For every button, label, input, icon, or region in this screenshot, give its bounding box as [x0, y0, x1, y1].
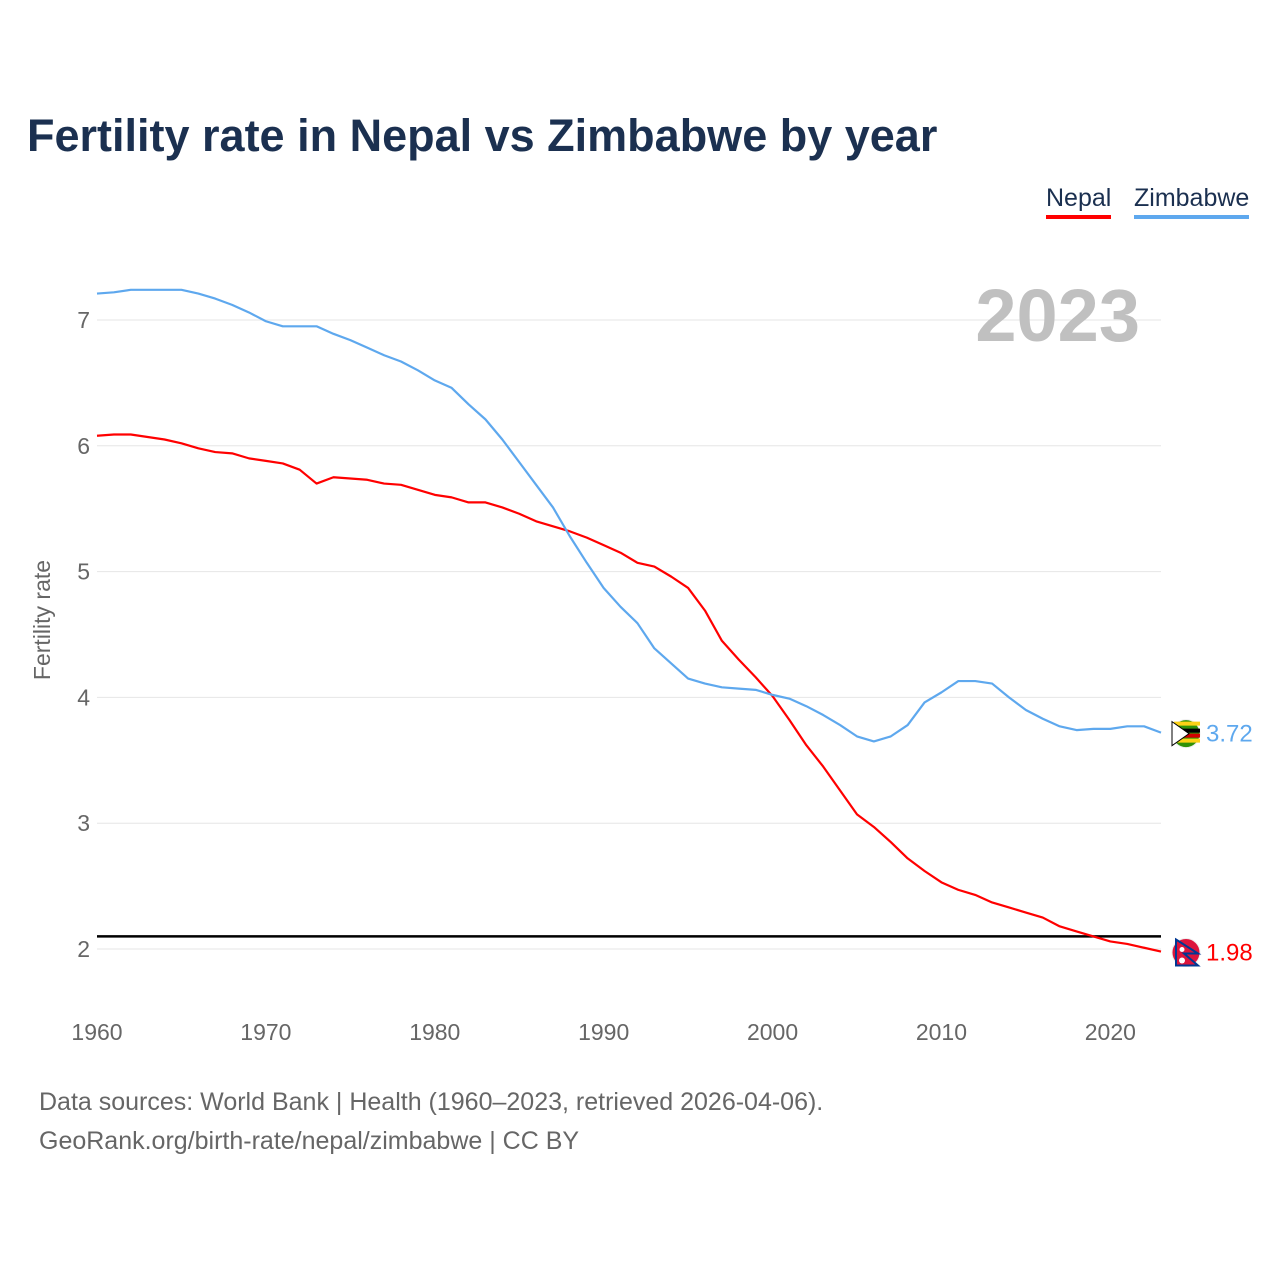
year-label: 2023 [975, 274, 1140, 357]
flag-stripe [1174, 738, 1200, 743]
footer-sources: Data sources: World Bank | Health (1960–… [39, 1088, 824, 1116]
y-tick-label: 5 [77, 559, 90, 585]
flag-triangle [1171, 720, 1190, 747]
chart-title: Fertility rate in Nepal vs Zimbabwe by y… [27, 110, 938, 161]
flag-moon [1179, 947, 1185, 953]
legend-nepal[interactable]: Nepal [1046, 184, 1112, 219]
footer-link[interactable]: GeoRank.org/birth-rate/nepal/zimbabwe | … [39, 1127, 580, 1155]
y-tick-label: 7 [77, 307, 90, 333]
y-tick-label: 2 [77, 936, 90, 962]
end-value-label-zimbabwe: 3.72 [1206, 721, 1253, 748]
flag-sun [1179, 957, 1185, 964]
x-tick-label: 1970 [240, 1019, 291, 1045]
y-tick-label: 4 [77, 684, 90, 710]
x-tick-label: 1980 [409, 1019, 460, 1045]
y-axis-label: Fertility rate [29, 560, 55, 680]
flag-stripe [1174, 721, 1200, 726]
x-tick-label: 2020 [1085, 1019, 1136, 1045]
series-line-nepal [96, 433, 1162, 953]
y-tick-label: 6 [77, 433, 90, 459]
legend-zimbabwe[interactable]: Zimbabwe [1134, 184, 1250, 219]
flag-stripe [1174, 728, 1200, 733]
end-value-label-nepal: 1.98 [1206, 940, 1253, 967]
x-tick-label: 2000 [747, 1019, 798, 1045]
y-tick-label: 3 [77, 810, 90, 836]
x-tick-label: 1960 [71, 1019, 122, 1045]
x-tick-label: 1990 [578, 1019, 629, 1045]
x-tick-label: 2010 [916, 1019, 967, 1045]
series-line-zimbabwe [96, 288, 1162, 743]
